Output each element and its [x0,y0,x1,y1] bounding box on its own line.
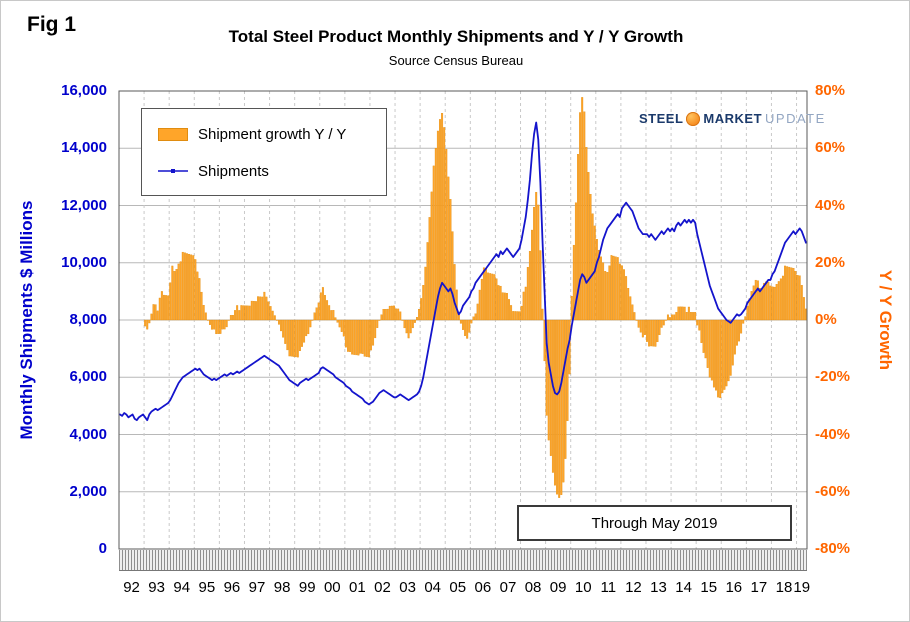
right-axis-tick: -40% [815,425,851,443]
shipments-line-icon [158,169,188,173]
x-axis-year-label: 98 [273,579,291,596]
left-axis-tick: 2,000 [69,482,107,500]
x-axis-year-label: 05 [449,579,467,596]
x-axis-year-label: 04 [424,579,442,596]
chart-title: Total Steel Product Monthly Shipments an… [228,27,684,46]
right-axis-tick: 0% [815,311,837,328]
x-axis-year-label: 01 [349,579,366,596]
legend-item-shipments: Shipments [158,159,386,183]
left-axis-tick: 8,000 [69,311,107,328]
x-axis-year-label: 93 [148,579,165,596]
x-axis-year-label: 03 [399,579,416,596]
x-axis-year-label: 10 [574,579,592,596]
logo-update-text: UPDATE [765,111,826,126]
legend-item-growth: Shipment growth Y / Y [158,122,386,146]
legend-shipments-label: Shipments [198,162,269,180]
growth-bar-swatch-icon [158,127,188,141]
right-axis-tick: 20% [815,253,846,271]
x-axis-year-label: 09 [549,579,567,596]
left-axis-tick: 4,000 [69,425,107,443]
x-axis-year-label: 07 [499,579,517,596]
left-axis-tick: 0 [98,540,107,557]
logo-market-text: MARKET [703,111,763,126]
x-axis-year-label: 97 [248,579,266,596]
globe-icon [686,111,701,126]
x-axis-year-label: 13 [650,579,667,596]
right-axis-tick: 60% [815,139,846,157]
smu-logo: STEEL MARKET UPDATE [639,111,826,126]
x-axis-year-label: 99 [298,579,316,596]
logo-steel-text: STEEL [639,111,684,126]
left-axis-tick: 12,000 [61,196,107,214]
left-axis-tick: 6,000 [69,368,107,386]
left-axis-tick: 10,000 [61,253,107,271]
x-axis-year-label: 00 [323,579,341,596]
x-axis-year-label: 17 [750,579,768,596]
x-axis-year-label: 92 [123,579,140,596]
x-axis-year-label: 18 [775,579,793,596]
chart-subtitle: Source Census Bureau [388,53,524,68]
right-axis-tick: -60% [815,482,851,500]
figure-label: Fig 1 [27,13,77,36]
right-axis-tick: -20% [815,368,851,386]
x-axis-year-label: 08 [524,579,542,596]
x-axis-year-label: 14 [675,579,692,596]
x-axis-year-label: 94 [173,579,191,596]
x-axis-year-label: 19 [793,579,811,596]
x-axis-year-label: 96 [223,579,241,596]
x-axis-year-label: 11 [600,579,617,596]
right-axis-tick: 80% [815,82,846,99]
monthly-tick-band [119,550,807,571]
legend: Shipment growth Y / Y Shipments [141,108,387,196]
through-date-text: Through May 2019 [591,514,718,532]
left-axis-tick: 16,000 [61,82,107,99]
through-date-box: Through May 2019 [517,505,792,541]
legend-growth-label: Shipment growth Y / Y [198,125,347,143]
x-axis-year-label: 16 [725,579,743,596]
x-axis-year-label: 06 [474,579,492,596]
right-axis-tick: -80% [815,540,851,557]
right-axis-tick: 40% [815,196,846,214]
x-axis-year-label: 12 [625,579,642,596]
x-axis-year-label: 95 [198,579,216,596]
x-axis-year-label: 15 [700,579,718,596]
x-axis-year-label: 02 [374,579,391,596]
left-axis-tick: 14,000 [61,139,107,157]
